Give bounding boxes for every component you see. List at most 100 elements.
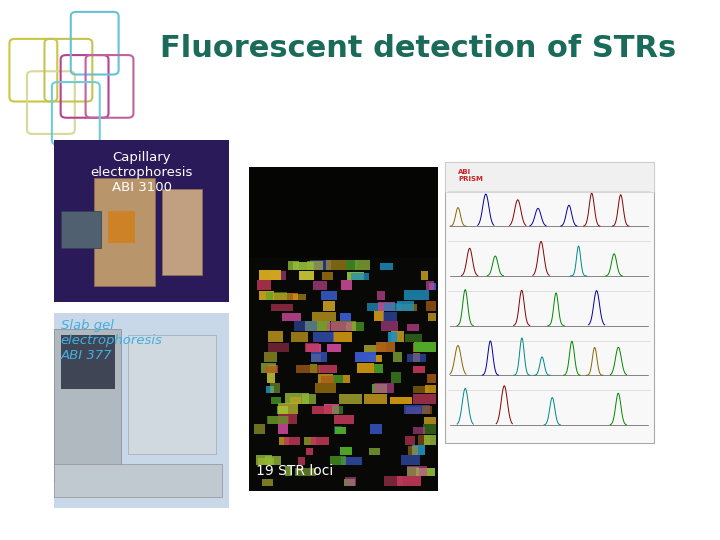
Bar — [384, 476, 403, 486]
Text: Capillary
electrophoresis
ABI 3100: Capillary electrophoresis ABI 3100 — [90, 151, 193, 194]
Bar — [269, 343, 289, 352]
Text: 19 STR loci: 19 STR loci — [256, 464, 333, 478]
Bar — [312, 312, 336, 321]
Bar — [54, 464, 222, 497]
Bar — [414, 342, 436, 352]
Bar — [413, 386, 429, 393]
Bar — [391, 331, 405, 342]
Bar — [355, 352, 376, 362]
Bar — [397, 301, 415, 310]
Bar — [54, 313, 229, 508]
Bar — [310, 260, 331, 269]
Bar — [423, 424, 436, 435]
Bar — [313, 332, 334, 342]
Bar — [376, 342, 395, 352]
Bar — [408, 324, 419, 332]
Bar — [330, 456, 346, 465]
Bar — [276, 407, 288, 414]
Bar — [327, 344, 341, 352]
Bar — [278, 414, 297, 424]
Bar — [345, 477, 356, 486]
Bar — [390, 397, 412, 403]
Bar — [407, 467, 419, 476]
Bar — [427, 374, 436, 383]
Bar — [413, 445, 426, 455]
Bar — [377, 291, 384, 300]
Bar — [339, 394, 361, 403]
Bar — [94, 178, 155, 286]
Bar — [305, 321, 330, 332]
Bar — [370, 424, 382, 435]
Bar — [343, 478, 355, 486]
Bar — [445, 162, 654, 443]
Bar — [379, 302, 395, 310]
Bar — [267, 372, 275, 383]
Bar — [408, 446, 418, 455]
Bar — [346, 322, 364, 332]
Bar — [418, 435, 430, 445]
Bar — [293, 294, 306, 300]
Bar — [357, 363, 374, 373]
Bar — [258, 291, 274, 300]
Bar — [310, 364, 317, 373]
Bar — [282, 313, 301, 321]
Bar — [266, 293, 287, 300]
Bar — [128, 335, 216, 454]
Bar — [270, 383, 280, 393]
Bar — [264, 352, 277, 362]
Bar — [294, 321, 318, 332]
Text: Slab gel
electrophoresis
ABI 377: Slab gel electrophoresis ABI 377 — [60, 319, 163, 362]
Bar — [307, 261, 323, 269]
Bar — [265, 366, 277, 373]
Bar — [265, 456, 281, 465]
Bar — [333, 332, 352, 342]
Bar — [256, 455, 271, 465]
Bar — [284, 437, 300, 445]
Bar — [305, 437, 316, 445]
Bar — [426, 301, 436, 310]
Bar — [60, 335, 114, 389]
Bar — [311, 437, 329, 445]
Bar — [423, 435, 436, 445]
Bar — [60, 211, 101, 248]
Bar — [327, 322, 352, 332]
Bar — [372, 384, 387, 393]
Bar — [413, 353, 420, 362]
Bar — [374, 364, 383, 373]
Bar — [416, 468, 435, 476]
Bar — [296, 364, 320, 373]
Bar — [426, 385, 436, 393]
Bar — [367, 303, 384, 310]
Bar — [321, 291, 336, 300]
Bar — [293, 262, 314, 269]
Bar — [341, 280, 353, 290]
Bar — [285, 393, 309, 403]
Bar — [249, 167, 438, 491]
Bar — [340, 313, 351, 321]
Bar — [384, 302, 401, 310]
Bar — [249, 167, 438, 258]
Bar — [421, 272, 428, 280]
Bar — [347, 272, 364, 280]
Bar — [405, 436, 415, 445]
Bar — [364, 394, 387, 403]
Bar — [391, 373, 401, 383]
Bar — [305, 343, 319, 352]
Bar — [268, 416, 289, 424]
Text: Fluorescent detection of STRs: Fluorescent detection of STRs — [160, 34, 676, 63]
Bar — [54, 329, 121, 481]
Bar — [413, 394, 436, 403]
Bar — [424, 416, 436, 424]
Bar — [325, 406, 333, 414]
Bar — [315, 383, 336, 393]
Bar — [334, 427, 342, 435]
Bar — [407, 354, 426, 362]
Bar — [407, 466, 427, 476]
Bar — [382, 312, 397, 321]
Bar — [261, 479, 273, 486]
Bar — [429, 283, 436, 290]
Bar — [278, 424, 288, 435]
Bar — [379, 342, 386, 352]
Bar — [270, 271, 286, 280]
Bar — [311, 353, 327, 362]
